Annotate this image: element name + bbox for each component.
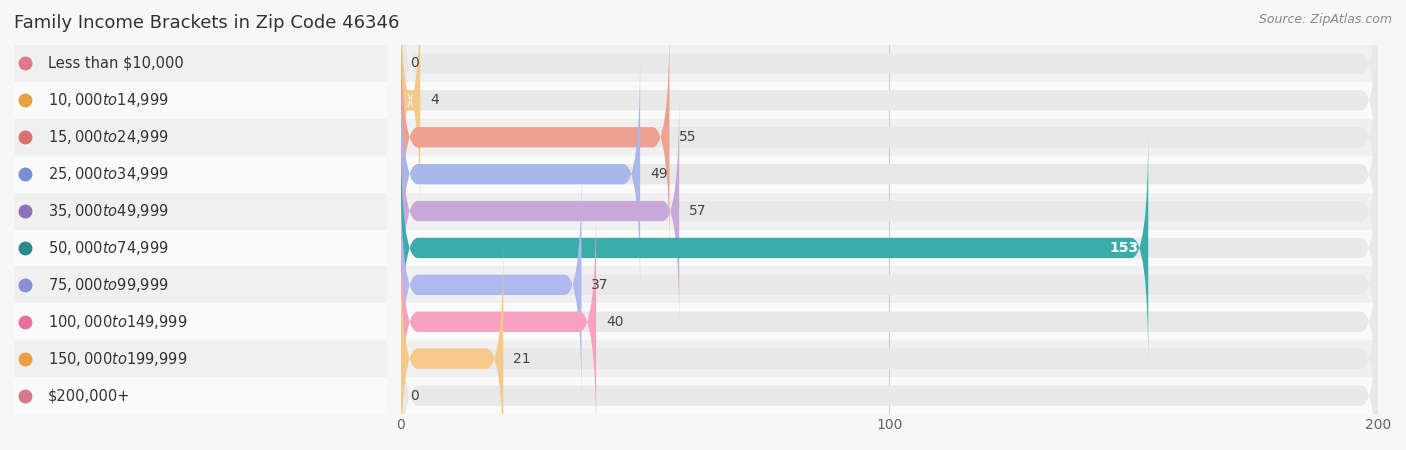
Text: $50,000 to $74,999: $50,000 to $74,999	[48, 239, 169, 257]
FancyBboxPatch shape	[401, 119, 1378, 156]
Text: $15,000 to $24,999: $15,000 to $24,999	[48, 128, 169, 146]
FancyBboxPatch shape	[14, 340, 387, 377]
Text: 57: 57	[689, 204, 706, 218]
Text: 21: 21	[513, 351, 530, 366]
FancyBboxPatch shape	[401, 156, 1378, 193]
FancyBboxPatch shape	[401, 45, 1378, 82]
Text: 40: 40	[606, 315, 623, 329]
FancyBboxPatch shape	[401, 92, 1378, 330]
FancyBboxPatch shape	[401, 0, 1378, 219]
FancyBboxPatch shape	[401, 377, 1378, 414]
FancyBboxPatch shape	[401, 277, 1378, 450]
Text: $25,000 to $34,999: $25,000 to $34,999	[48, 165, 169, 183]
FancyBboxPatch shape	[401, 203, 596, 441]
Text: $10,000 to $14,999: $10,000 to $14,999	[48, 91, 169, 109]
FancyBboxPatch shape	[401, 0, 420, 219]
FancyBboxPatch shape	[401, 166, 582, 404]
Text: 4: 4	[430, 93, 439, 108]
Text: 0: 0	[411, 56, 419, 71]
FancyBboxPatch shape	[401, 82, 1378, 119]
Text: Source: ZipAtlas.com: Source: ZipAtlas.com	[1258, 14, 1392, 27]
FancyBboxPatch shape	[14, 156, 387, 193]
FancyBboxPatch shape	[14, 377, 387, 414]
FancyBboxPatch shape	[401, 166, 1378, 404]
Text: $200,000+: $200,000+	[48, 388, 129, 403]
FancyBboxPatch shape	[401, 129, 1149, 367]
FancyBboxPatch shape	[401, 129, 1378, 367]
Text: 0: 0	[411, 388, 419, 403]
FancyBboxPatch shape	[401, 203, 1378, 441]
FancyBboxPatch shape	[14, 303, 387, 340]
FancyBboxPatch shape	[401, 0, 1378, 182]
FancyBboxPatch shape	[401, 266, 1378, 303]
Text: $150,000 to $199,999: $150,000 to $199,999	[48, 350, 187, 368]
FancyBboxPatch shape	[401, 240, 1378, 450]
FancyBboxPatch shape	[401, 340, 1378, 377]
FancyBboxPatch shape	[401, 303, 1378, 340]
FancyBboxPatch shape	[401, 193, 1378, 230]
Text: $35,000 to $49,999: $35,000 to $49,999	[48, 202, 169, 220]
FancyBboxPatch shape	[401, 240, 503, 450]
FancyBboxPatch shape	[14, 230, 387, 266]
Text: 153: 153	[1109, 241, 1139, 255]
FancyBboxPatch shape	[14, 266, 387, 303]
FancyBboxPatch shape	[401, 230, 1378, 266]
Text: 49: 49	[650, 167, 668, 181]
Text: $75,000 to $99,999: $75,000 to $99,999	[48, 276, 169, 294]
Text: 55: 55	[679, 130, 697, 144]
FancyBboxPatch shape	[14, 119, 387, 156]
FancyBboxPatch shape	[14, 82, 387, 119]
Text: $100,000 to $149,999: $100,000 to $149,999	[48, 313, 187, 331]
FancyBboxPatch shape	[14, 45, 387, 82]
FancyBboxPatch shape	[14, 193, 387, 230]
Text: Family Income Brackets in Zip Code 46346: Family Income Brackets in Zip Code 46346	[14, 14, 399, 32]
FancyBboxPatch shape	[401, 18, 1378, 256]
FancyBboxPatch shape	[401, 55, 640, 293]
FancyBboxPatch shape	[401, 92, 679, 330]
Text: 37: 37	[592, 278, 609, 292]
FancyBboxPatch shape	[401, 18, 669, 256]
Text: Less than $10,000: Less than $10,000	[48, 56, 183, 71]
FancyBboxPatch shape	[401, 55, 1378, 293]
